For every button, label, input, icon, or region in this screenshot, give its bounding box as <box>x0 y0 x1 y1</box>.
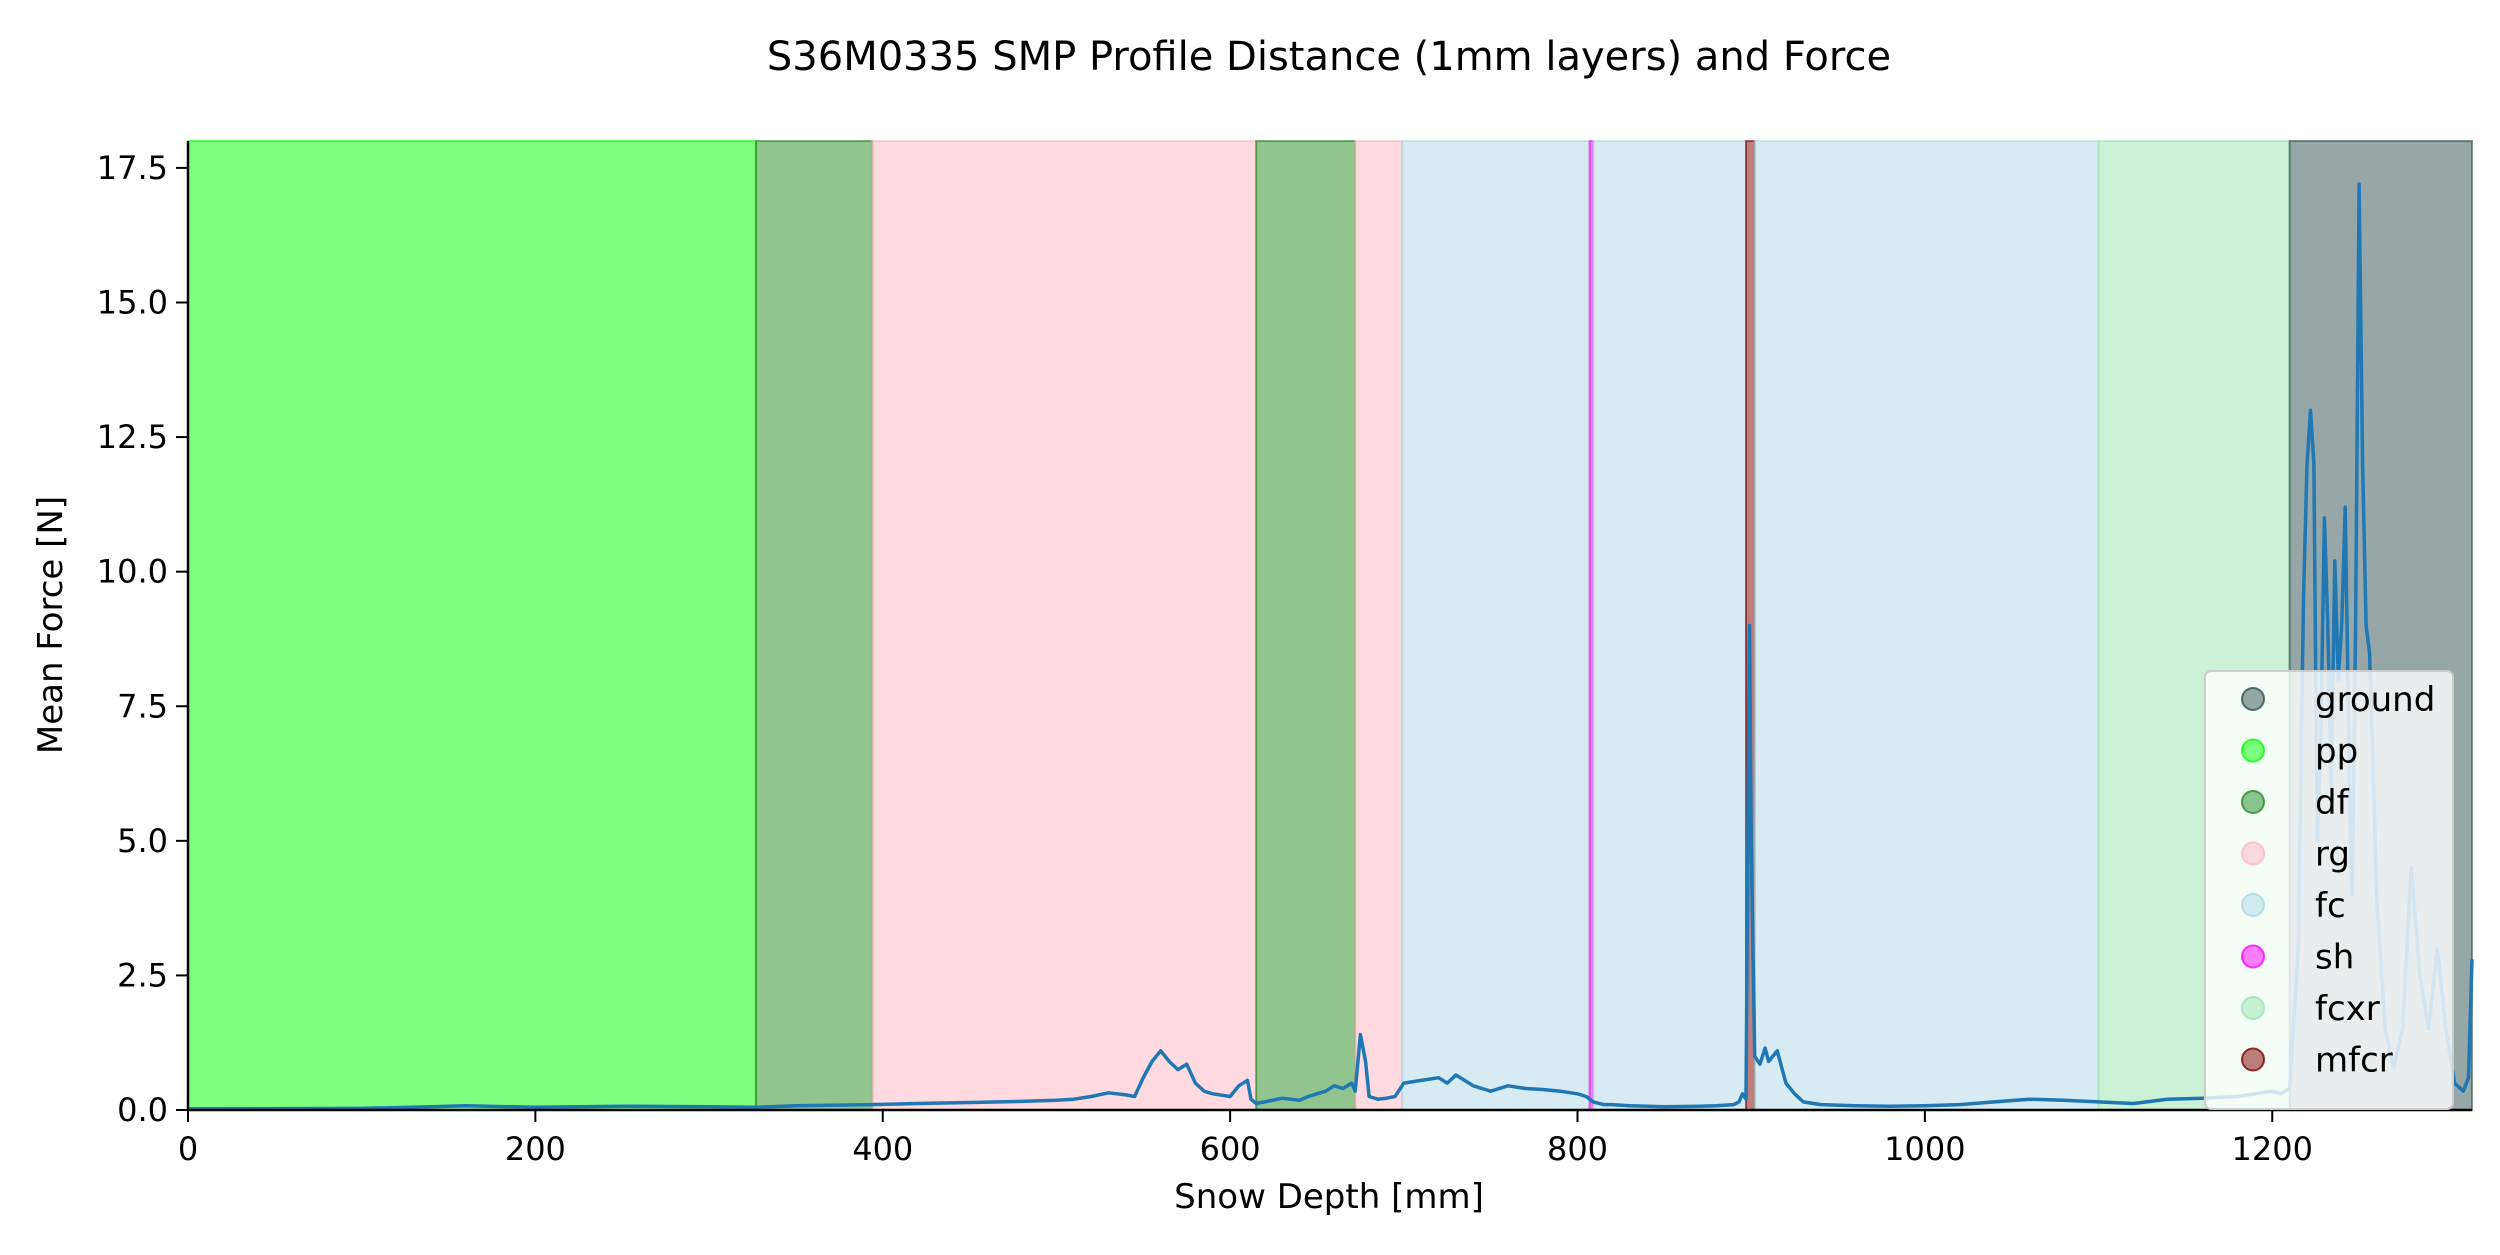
legend-marker-fcxr <box>2241 996 2265 1020</box>
legend-label-pp: pp <box>2315 732 2358 772</box>
layer-band-fc <box>1753 140 2100 1111</box>
x-tick-label: 600 <box>1200 1130 1261 1168</box>
x-tick-label: 800 <box>1547 1130 1608 1168</box>
legend: ground pp df rg fc sh fcxr mfcr <box>2204 670 2454 1110</box>
layer-band-df <box>1255 140 1357 1111</box>
legend-label-ground: ground <box>2315 680 2435 720</box>
x-tick-label: 0 <box>178 1130 198 1168</box>
layer-band-df <box>754 140 874 1111</box>
layer-band-rg <box>1354 140 1404 1111</box>
y-tick-label: 5.0 <box>117 822 168 860</box>
chart-title: S36M0335 SMP Profile Distance (1mm layer… <box>767 34 1891 80</box>
legend-label-sh: sh <box>2315 938 2354 978</box>
legend-label-fcxr: fcxr <box>2315 989 2380 1029</box>
y-ticks: 0.0 2.5 5.0 7.5 10.0 12.5 15.0 17.5 <box>97 149 188 1129</box>
legend-label-df: df <box>2315 783 2350 823</box>
legend-marker-ground <box>2241 687 2265 711</box>
layer-band-fc <box>1401 140 1591 1111</box>
series-line-0 <box>187 182 2474 1111</box>
legend-marker-rg <box>2241 841 2265 866</box>
y-tick-label: 10.0 <box>97 553 168 591</box>
legend-marker-fc <box>2241 893 2265 917</box>
y-tick-label: 12.5 <box>97 418 168 456</box>
legend-label-fc: fc <box>2315 886 2346 926</box>
y-tick-label: 7.5 <box>117 687 168 725</box>
legend-marker-mfcr <box>2241 1047 2265 1072</box>
x-axis-label: Snow Depth [mm] <box>1174 1177 1484 1217</box>
legend-box <box>2204 670 2454 1110</box>
layer-bands <box>187 140 2474 1111</box>
legend-label-mfcr: mfcr <box>2315 1041 2393 1081</box>
legend-marker-sh <box>2241 944 2265 969</box>
layer-band-rg <box>871 140 1258 1111</box>
force-series <box>187 182 2474 1111</box>
y-tick-label: 15.0 <box>97 284 168 322</box>
legend-label-rg: rg <box>2315 835 2350 875</box>
y-tick-label: 17.5 <box>97 149 168 187</box>
y-tick-label: 2.5 <box>117 956 168 994</box>
layer-band-pp <box>187 140 757 1111</box>
legend-marker-pp <box>2241 738 2265 763</box>
y-axis-label: Mean Force [N] <box>31 496 71 754</box>
y-tick-label: 0.0 <box>117 1091 168 1129</box>
x-tick-label: 1000 <box>1884 1130 1965 1168</box>
x-tick-label: 1200 <box>2232 1130 2313 1168</box>
x-ticks: 0 200 400 600 800 1000 1200 <box>178 1110 2313 1168</box>
x-tick-label: 400 <box>852 1130 913 1168</box>
legend-marker-df <box>2241 790 2265 814</box>
x-tick-label: 200 <box>505 1130 566 1168</box>
layer-band-fc <box>1592 140 1747 1111</box>
